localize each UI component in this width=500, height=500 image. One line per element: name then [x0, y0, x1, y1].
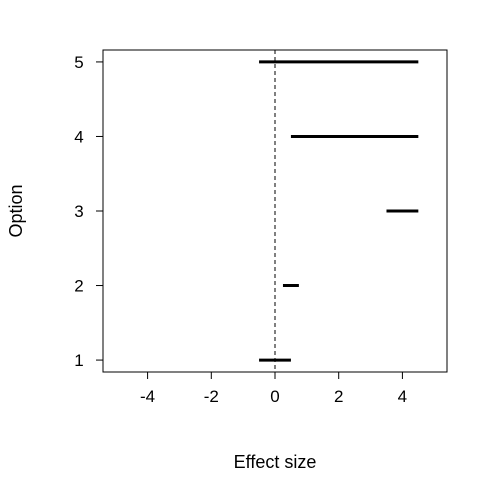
y-tick-label: 5 [74, 53, 83, 72]
x-axis: -4 -2 0 2 4 [140, 372, 407, 406]
y-axis-title: Option [6, 184, 26, 237]
y-tick-label: 2 [74, 277, 83, 296]
x-tick-label: 0 [270, 387, 279, 406]
y-axis: 1 2 3 4 5 [74, 53, 103, 370]
x-tick-label: -4 [140, 387, 155, 406]
x-tick-label: 2 [334, 387, 343, 406]
y-tick-label: 3 [74, 202, 83, 221]
y-tick-label: 4 [74, 127, 83, 146]
interval-series [259, 60, 419, 362]
x-axis-title: Effect size [234, 452, 317, 472]
x-tick-label: -2 [204, 387, 219, 406]
y-tick-label: 1 [74, 351, 83, 370]
x-tick-label: 4 [398, 387, 407, 406]
